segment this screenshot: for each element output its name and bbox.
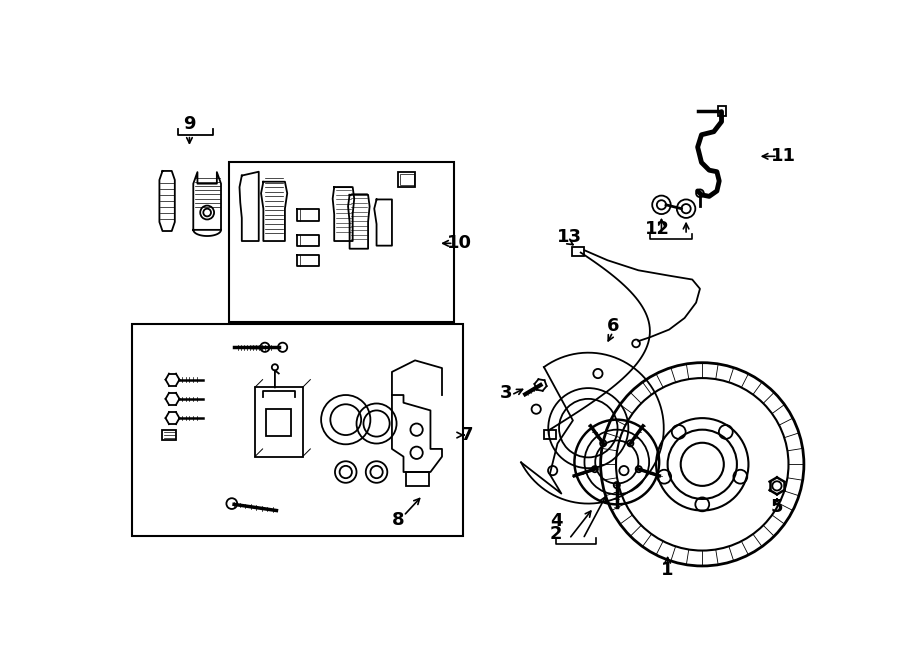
Text: 8: 8 xyxy=(392,511,404,529)
Bar xyxy=(255,387,302,457)
Text: 9: 9 xyxy=(184,115,195,133)
Bar xyxy=(163,430,176,440)
Text: 5: 5 xyxy=(770,498,783,516)
Bar xyxy=(572,247,584,256)
Text: 1: 1 xyxy=(662,561,674,579)
Bar xyxy=(398,172,415,187)
Bar xyxy=(229,162,454,322)
Text: 4: 4 xyxy=(550,512,562,529)
Bar xyxy=(544,430,556,439)
Bar xyxy=(406,472,429,486)
Text: 13: 13 xyxy=(557,228,582,246)
Bar xyxy=(400,174,413,185)
Text: 7: 7 xyxy=(461,426,472,444)
Bar xyxy=(131,324,463,536)
Text: 10: 10 xyxy=(446,235,472,253)
Text: 11: 11 xyxy=(771,147,796,165)
Text: 12: 12 xyxy=(645,221,670,239)
Text: 2: 2 xyxy=(550,525,562,543)
Text: 3: 3 xyxy=(500,385,512,403)
Bar xyxy=(266,409,291,436)
Text: 6: 6 xyxy=(607,317,619,334)
Bar xyxy=(718,106,726,116)
